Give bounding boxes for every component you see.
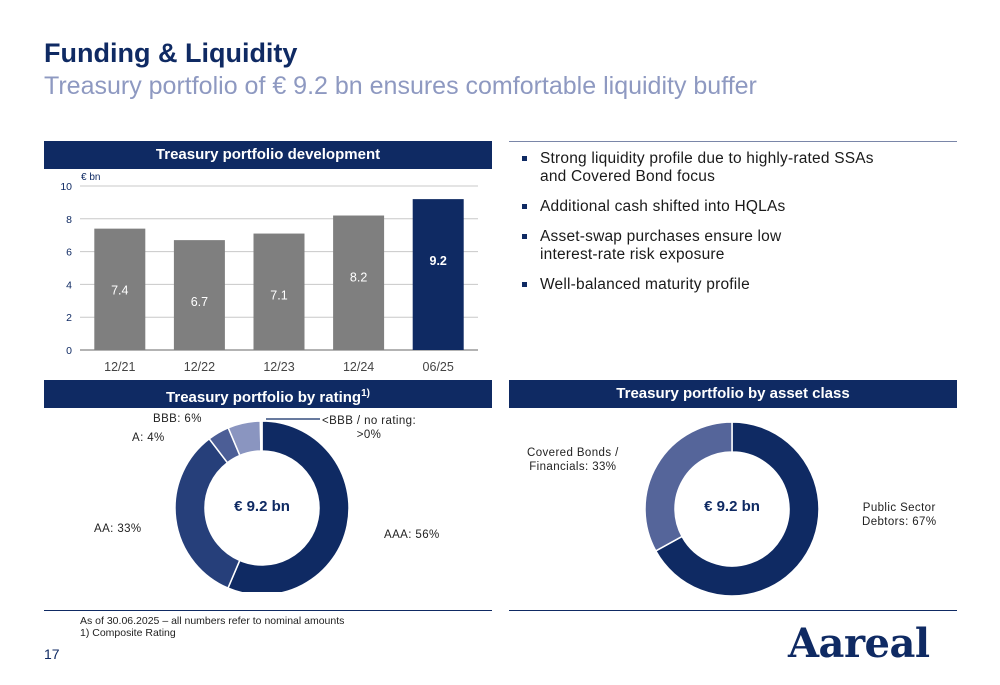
footer-rule-left	[44, 610, 492, 611]
footnote-line: As of 30.06.2025 – all numbers refer to …	[80, 615, 345, 627]
bar-chart-ytick-label: 2	[66, 312, 72, 324]
page-subtitle: Treasury portfolio of € 9.2 bn ensures c…	[44, 72, 757, 100]
rating-label-a: A: 4%	[132, 432, 165, 444]
bar-value-label: 6.7	[191, 295, 208, 309]
bar	[253, 233, 305, 350]
asset-donut-slices	[644, 421, 820, 597]
bar-category-label: 12/23	[263, 360, 294, 374]
bar-chart-ytick-label: 8	[66, 214, 72, 226]
bar-chart-ytick-label: 4	[66, 279, 72, 291]
rating-label-below-bbb: <BBB / no rating: >0%	[322, 415, 417, 441]
bar-category-label: 12/21	[104, 360, 135, 374]
bar-chart-bars: 7.4 12/21 6.7 12/22 7.1 12/23 8.2 12/24 9.2 06/25	[94, 199, 464, 374]
asset-center-label: € 9.2 bn	[704, 498, 760, 515]
company-logo: Aareal	[788, 620, 930, 667]
bar-category-label: 12/24	[343, 360, 374, 374]
rating-footnote-marker: 1)	[361, 388, 370, 399]
donut-slice	[174, 437, 241, 590]
asset-panel-header: Treasury portfolio by asset class	[509, 380, 957, 408]
development-bar-chart: 0 2 4 6 8 10 7.4 12/21 6.7 12/22 7.1 12/23 8.2 12/24…	[60, 172, 478, 374]
rating-leader-line	[266, 418, 320, 420]
bar-value-label: 7.1	[270, 289, 287, 303]
rating-panel-title: Treasury portfolio by rating	[166, 389, 362, 406]
asset-donut-chart	[644, 421, 820, 597]
bar	[173, 240, 225, 350]
key-point: Asset-swap purchases ensure low interest…	[520, 228, 940, 264]
page-number: 17	[44, 646, 60, 662]
bar-value-label: 9.2	[430, 254, 447, 268]
rating-label-bbb: BBB: 6%	[153, 413, 202, 425]
key-point: Strong liquidity profile due to highly-r…	[520, 150, 940, 186]
rating-label-aaa: AAA: 56%	[384, 529, 440, 541]
bar-chart-ytick-label: 6	[66, 247, 72, 259]
rating-label-aa: AA: 33%	[94, 523, 142, 535]
key-point: Well-balanced maturity profile	[520, 276, 940, 294]
donut-slice	[226, 420, 350, 592]
asset-label-public-sector: Public Sector Debtors: 67%	[862, 502, 937, 528]
rating-center-label: € 9.2 bn	[234, 498, 290, 515]
asset-label-covered-bonds: Covered Bonds / Financials: 33%	[527, 447, 619, 473]
donut-slice	[654, 421, 820, 597]
rating-panel-header: Treasury portfolio by rating1)	[44, 380, 492, 408]
bar-chart-ylabel: € bn	[81, 172, 100, 183]
bar-chart-ytick-label: 0	[66, 345, 72, 357]
footnote: As of 30.06.2025 – all numbers refer to …	[80, 615, 344, 639]
bar	[333, 215, 385, 350]
bar	[94, 228, 146, 350]
bullets-top-rule	[509, 141, 957, 142]
bar-category-label: 06/25	[423, 360, 454, 374]
donut-slice	[644, 421, 733, 552]
bar	[412, 199, 464, 350]
development-panel-header: Treasury portfolio development	[44, 141, 492, 169]
key-points-list: Strong liquidity profile due to highly-r…	[520, 150, 940, 306]
bar-value-label: 7.4	[111, 284, 128, 298]
bar-value-label: 8.2	[350, 271, 367, 285]
bar-category-label: 12/22	[184, 360, 215, 374]
bar-chart-ytick-label: 10	[60, 181, 72, 193]
key-point: Additional cash shifted into HQLAs	[520, 198, 940, 216]
footer-rule-right	[509, 610, 957, 611]
page-title: Funding & Liquidity	[44, 38, 298, 68]
footnote-line: 1) Composite Rating	[80, 627, 176, 639]
rating-donut-slices	[174, 420, 350, 592]
rating-donut-chart	[174, 420, 350, 592]
donut-slice	[259, 420, 263, 452]
